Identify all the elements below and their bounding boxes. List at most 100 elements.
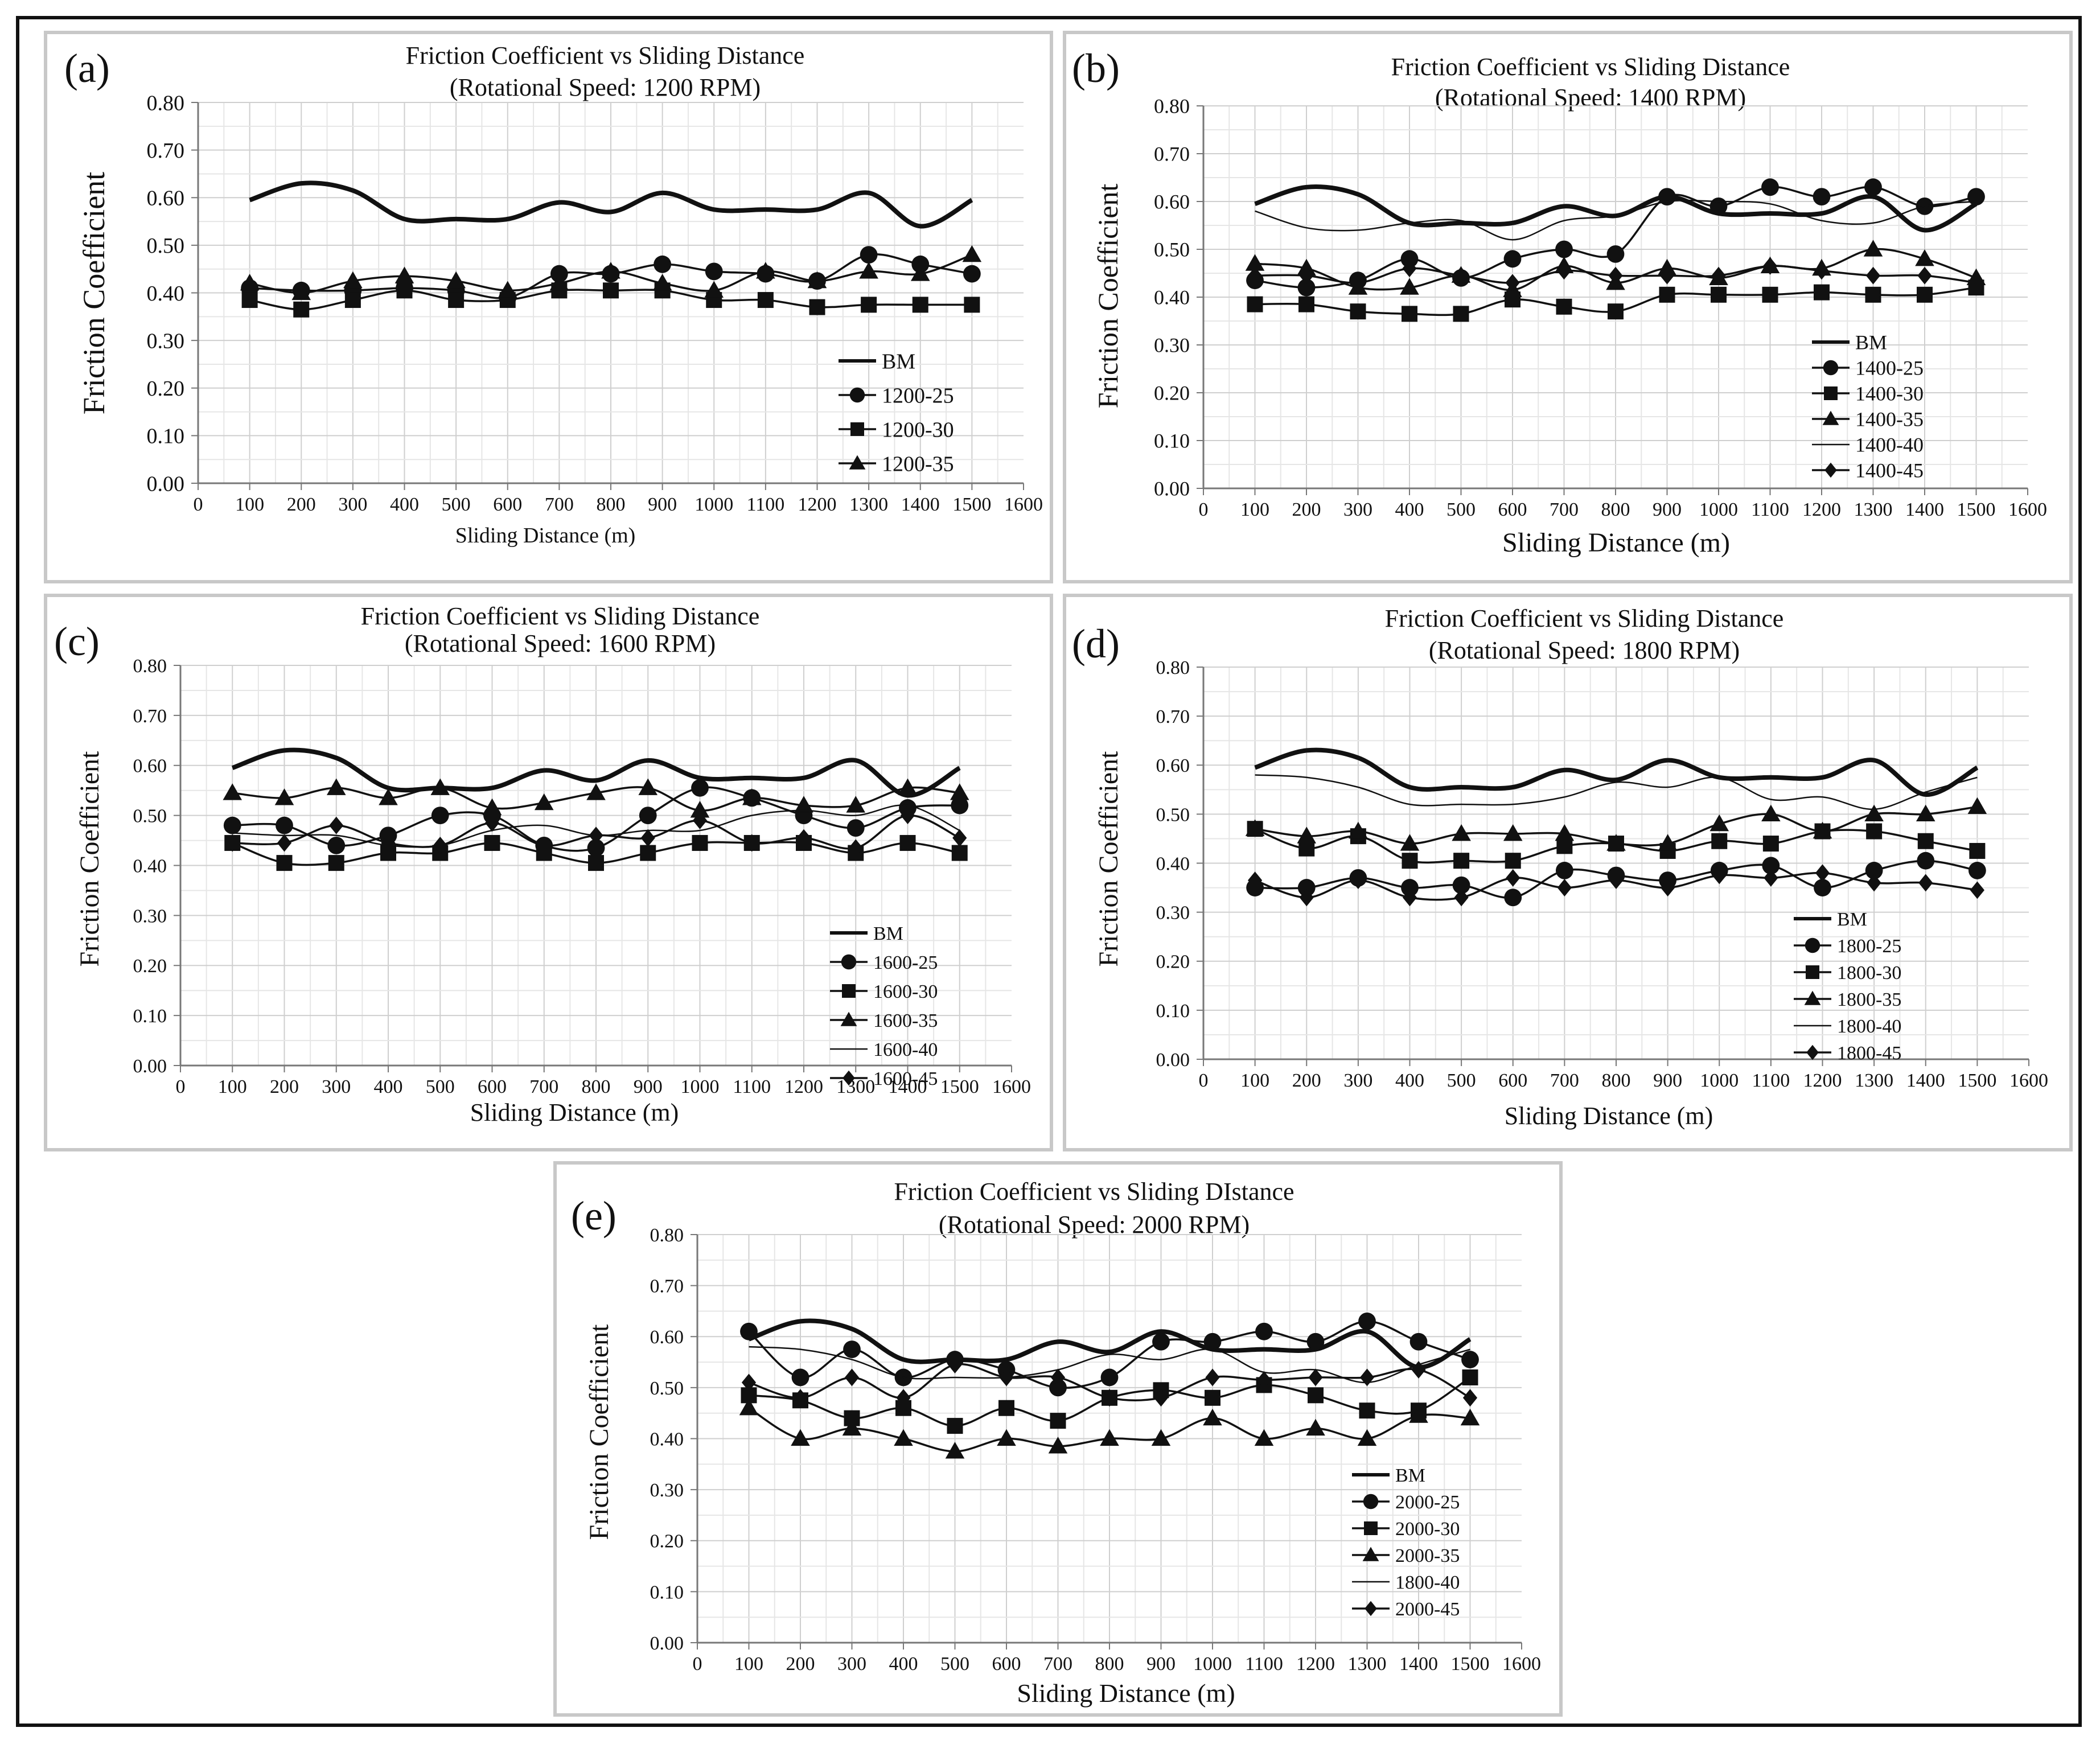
data-point xyxy=(842,1418,862,1436)
x-tick-label: 1500 xyxy=(1957,499,1996,520)
legend-marker xyxy=(842,984,856,998)
data-point xyxy=(794,796,813,813)
data-point xyxy=(861,297,877,313)
y-tick-label: 0.80 xyxy=(133,656,167,677)
y-axis-title-d: Friction Coefficient xyxy=(1094,751,1124,967)
y-tick-label: 0.30 xyxy=(133,906,167,927)
legend-marker xyxy=(1824,462,1837,478)
chart-title-c: Friction Coefficient vs Sliding Distance xyxy=(361,602,760,630)
legend-marker xyxy=(1806,1044,1819,1060)
x-tick-label: 1100 xyxy=(1751,499,1789,520)
data-point xyxy=(1865,266,1881,285)
x-tick-label: 1100 xyxy=(1752,1070,1790,1091)
x-tick-label: 1400 xyxy=(889,1076,927,1097)
x-axis-title-e: Sliding Distance (m) xyxy=(1017,1679,1235,1708)
data-point xyxy=(912,297,928,313)
panel-label-a: (a) xyxy=(64,46,110,91)
data-point xyxy=(484,834,500,851)
y-tick-label: 0.40 xyxy=(1154,286,1190,309)
legend-label: 1200-25 xyxy=(882,384,954,408)
x-tick-label: 1000 xyxy=(694,494,733,515)
data-point xyxy=(1460,1408,1480,1426)
data-point xyxy=(1968,862,1986,879)
x-tick-label: 0 xyxy=(1199,499,1209,520)
x-tick-label: 700 xyxy=(1550,1070,1579,1091)
data-point xyxy=(1814,262,1829,280)
y-tick-label: 0.30 xyxy=(1154,334,1190,357)
data-point xyxy=(223,816,241,834)
series-line xyxy=(231,747,961,798)
data-point xyxy=(894,1429,913,1446)
data-point xyxy=(327,836,346,854)
x-tick-label: 500 xyxy=(442,494,471,515)
x-tick-label: 1600 xyxy=(1502,1653,1541,1675)
data-point xyxy=(859,262,878,279)
series-d-1800-35 xyxy=(1245,797,1987,851)
data-point xyxy=(1555,862,1573,879)
legend-label: 1400-30 xyxy=(1855,382,1924,405)
data-point xyxy=(1813,821,1832,839)
chart-title-a: Friction Coefficient vs Sliding Distance xyxy=(406,42,805,69)
x-tick-label: 1200 xyxy=(798,494,837,515)
x-tick-label: 300 xyxy=(1343,1070,1372,1091)
x-tick-label: 1400 xyxy=(901,494,940,515)
x-tick-label: 800 xyxy=(582,1076,611,1097)
series-c-BM xyxy=(231,747,961,798)
figure-frame xyxy=(16,16,2082,1727)
series-e-BM xyxy=(748,1318,1472,1370)
data-point xyxy=(1153,1389,1169,1407)
y-axis-title-e: Friction Coefficient xyxy=(584,1324,614,1540)
data-point xyxy=(329,816,344,834)
legend-label: 1800-45 xyxy=(1837,1043,1901,1064)
x-tick-label: 0 xyxy=(693,1653,702,1675)
legend-label: 1400-40 xyxy=(1855,434,1924,456)
panel-d: (d) Friction Coefficient vs Sliding Dista… xyxy=(1063,594,2073,1151)
data-point xyxy=(223,783,243,800)
data-point xyxy=(1918,874,1933,892)
data-point xyxy=(1453,306,1469,322)
data-point xyxy=(1048,1437,1068,1454)
x-tick-label: 0 xyxy=(194,494,203,515)
x-tick-label: 1500 xyxy=(1958,1070,1996,1091)
x-tick-label: 1100 xyxy=(1245,1653,1283,1675)
data-point xyxy=(1402,889,1417,907)
data-point xyxy=(1709,198,1728,215)
data-point xyxy=(951,845,968,861)
data-point xyxy=(1505,853,1521,869)
x-tick-label: 1300 xyxy=(1855,1070,1893,1091)
data-point xyxy=(498,281,517,298)
series-c-1600-35 xyxy=(223,778,969,818)
y-tick-label: 0.20 xyxy=(650,1531,684,1552)
data-point xyxy=(603,282,619,299)
data-point xyxy=(1967,797,1987,815)
data-point xyxy=(1349,821,1368,839)
data-point xyxy=(756,262,775,279)
data-point xyxy=(274,788,294,805)
data-point xyxy=(639,807,657,825)
y-axis-title-a: Friction Coefficient xyxy=(77,172,111,414)
data-point xyxy=(963,265,981,283)
data-point xyxy=(998,1400,1014,1416)
x-tick-label: 1400 xyxy=(1906,1070,1945,1091)
data-point xyxy=(1764,869,1778,887)
data-point xyxy=(225,834,240,852)
y-tick-label: 0.10 xyxy=(133,1006,167,1027)
data-point xyxy=(1557,879,1572,896)
x-tick-label: 1300 xyxy=(1348,1653,1387,1675)
data-point xyxy=(962,245,982,262)
data-point xyxy=(640,845,656,861)
legend-label: 1200-35 xyxy=(882,452,954,476)
x-tick-label: 100 xyxy=(218,1076,247,1097)
y-tick-label: 0.70 xyxy=(133,706,167,727)
data-point xyxy=(1815,864,1830,882)
legend-marker xyxy=(850,422,864,436)
series-d-1800-45 xyxy=(1248,864,1984,907)
data-point xyxy=(1503,250,1522,268)
data-point xyxy=(1503,824,1523,841)
data-point xyxy=(291,283,311,301)
data-point xyxy=(843,1340,861,1359)
data-point xyxy=(1453,853,1470,869)
data-point xyxy=(1453,266,1469,285)
y-tick-label: 0.50 xyxy=(133,806,167,827)
legend-label: 2000-45 xyxy=(1395,1599,1460,1620)
